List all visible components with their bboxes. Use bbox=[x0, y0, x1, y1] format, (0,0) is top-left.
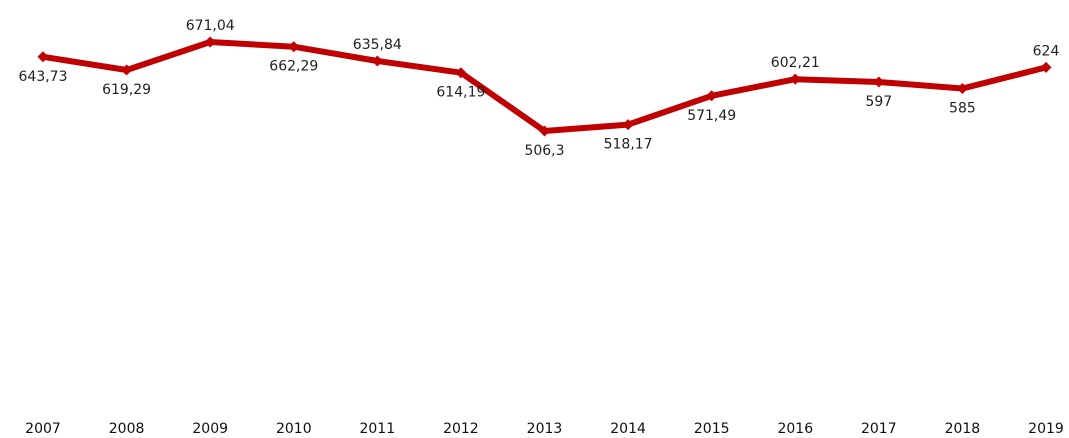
data-point-2018 bbox=[956, 82, 968, 94]
data-point-2012 bbox=[455, 67, 467, 79]
x-tick-2011: 2011 bbox=[359, 421, 395, 437]
data-point-2017 bbox=[873, 76, 885, 88]
series-line bbox=[40, 39, 1049, 134]
data-point-2007 bbox=[37, 51, 49, 63]
x-tick-2019: 2019 bbox=[1028, 421, 1064, 437]
data-label-2012: 614,19 bbox=[436, 85, 485, 101]
data-label-2017: 597 bbox=[865, 94, 892, 110]
x-tick-2007: 2007 bbox=[25, 421, 61, 437]
data-label-2019: 624 bbox=[1033, 43, 1060, 59]
data-label-layer: 643,73 619,29 671,04 662,29 635,84 614,19 506,… bbox=[19, 18, 1060, 159]
data-point-2009 bbox=[204, 36, 216, 48]
data-label-2008: 619,29 bbox=[102, 82, 151, 98]
x-tick-2013: 2013 bbox=[527, 421, 563, 437]
data-point-2019 bbox=[1040, 61, 1052, 73]
data-label-2014: 518,17 bbox=[604, 137, 653, 153]
data-label-2013: 506,3 bbox=[524, 143, 564, 159]
x-tick-2016: 2016 bbox=[777, 421, 813, 437]
x-axis-tick-labels: 2007 2008 2009 2010 2011 2012 2013 2014 2015 2016… bbox=[25, 421, 1064, 437]
x-tick-2012: 2012 bbox=[443, 421, 479, 437]
x-tick-2009: 2009 bbox=[192, 421, 228, 437]
x-tick-2010: 2010 bbox=[276, 421, 312, 437]
data-point-2011 bbox=[371, 55, 383, 67]
data-label-2018: 585 bbox=[949, 101, 976, 117]
x-tick-2015: 2015 bbox=[694, 421, 730, 437]
data-label-2009: 671,04 bbox=[186, 18, 235, 34]
x-tick-2014: 2014 bbox=[610, 421, 646, 437]
data-label-2011: 635,84 bbox=[353, 37, 402, 53]
data-point-2013 bbox=[539, 125, 550, 137]
x-tick-2008: 2008 bbox=[109, 421, 145, 437]
data-point-2008 bbox=[121, 64, 133, 76]
data-label-2007: 643,73 bbox=[19, 69, 68, 85]
data-label-2016: 602,21 bbox=[771, 55, 820, 71]
series-line-layer bbox=[40, 39, 1049, 134]
data-point-2010 bbox=[288, 41, 300, 53]
x-tick-2018: 2018 bbox=[945, 421, 981, 437]
data-point-layer bbox=[37, 36, 1052, 137]
data-point-2014 bbox=[622, 119, 634, 131]
x-tick-2017: 2017 bbox=[861, 421, 897, 437]
data-label-2015: 571,49 bbox=[687, 108, 736, 124]
data-point-2016 bbox=[789, 73, 801, 85]
data-label-2010: 662,29 bbox=[269, 59, 318, 75]
data-point-2015 bbox=[706, 90, 718, 102]
